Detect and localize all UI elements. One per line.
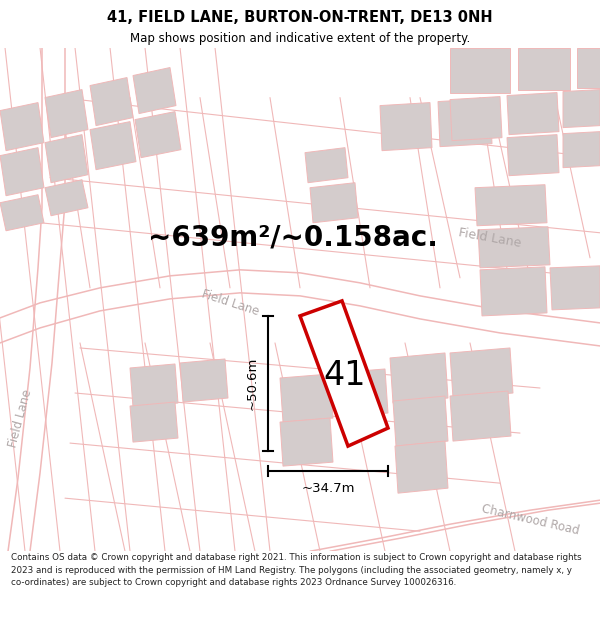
Polygon shape xyxy=(45,134,88,182)
Polygon shape xyxy=(90,122,136,169)
Polygon shape xyxy=(450,48,510,92)
Text: 41: 41 xyxy=(324,359,366,392)
Polygon shape xyxy=(475,185,547,226)
Text: Map shows position and indicative extent of the property.: Map shows position and indicative extent… xyxy=(130,32,470,45)
Polygon shape xyxy=(395,441,448,493)
Polygon shape xyxy=(130,364,178,407)
Text: Field Lane: Field Lane xyxy=(6,388,34,449)
Polygon shape xyxy=(507,134,559,176)
Polygon shape xyxy=(300,301,388,446)
Text: Contains OS data © Crown copyright and database right 2021. This information is : Contains OS data © Crown copyright and d… xyxy=(11,554,581,587)
Polygon shape xyxy=(45,89,88,138)
Polygon shape xyxy=(507,92,559,134)
Text: 41, FIELD LANE, BURTON-ON-TRENT, DE13 0NH: 41, FIELD LANE, BURTON-ON-TRENT, DE13 0N… xyxy=(107,9,493,24)
Text: Charnwood Road: Charnwood Road xyxy=(480,503,580,538)
Polygon shape xyxy=(180,359,228,402)
Polygon shape xyxy=(280,418,333,466)
Polygon shape xyxy=(335,369,388,417)
Polygon shape xyxy=(135,112,181,158)
Polygon shape xyxy=(0,102,44,151)
Polygon shape xyxy=(438,99,492,147)
Polygon shape xyxy=(518,48,570,89)
Polygon shape xyxy=(563,132,600,168)
Text: Field Lane: Field Lane xyxy=(458,226,523,249)
Polygon shape xyxy=(450,391,511,441)
Polygon shape xyxy=(450,348,513,398)
Polygon shape xyxy=(45,180,88,216)
Polygon shape xyxy=(90,78,133,126)
Polygon shape xyxy=(0,195,44,231)
Polygon shape xyxy=(478,227,550,268)
Text: ~34.7m: ~34.7m xyxy=(301,482,355,494)
Polygon shape xyxy=(577,48,600,88)
Text: ~50.6m: ~50.6m xyxy=(245,357,259,410)
Polygon shape xyxy=(450,97,502,141)
Polygon shape xyxy=(480,267,547,316)
Polygon shape xyxy=(130,402,178,442)
Polygon shape xyxy=(133,68,176,114)
Polygon shape xyxy=(305,148,348,182)
Text: ~639m²/~0.158ac.: ~639m²/~0.158ac. xyxy=(148,224,438,252)
Polygon shape xyxy=(280,374,333,422)
Polygon shape xyxy=(390,353,448,403)
Polygon shape xyxy=(0,148,44,196)
Polygon shape xyxy=(563,89,600,127)
Polygon shape xyxy=(393,396,448,446)
Polygon shape xyxy=(310,182,358,222)
Text: Field Lane: Field Lane xyxy=(200,288,260,318)
Polygon shape xyxy=(380,102,432,151)
Polygon shape xyxy=(550,266,600,310)
